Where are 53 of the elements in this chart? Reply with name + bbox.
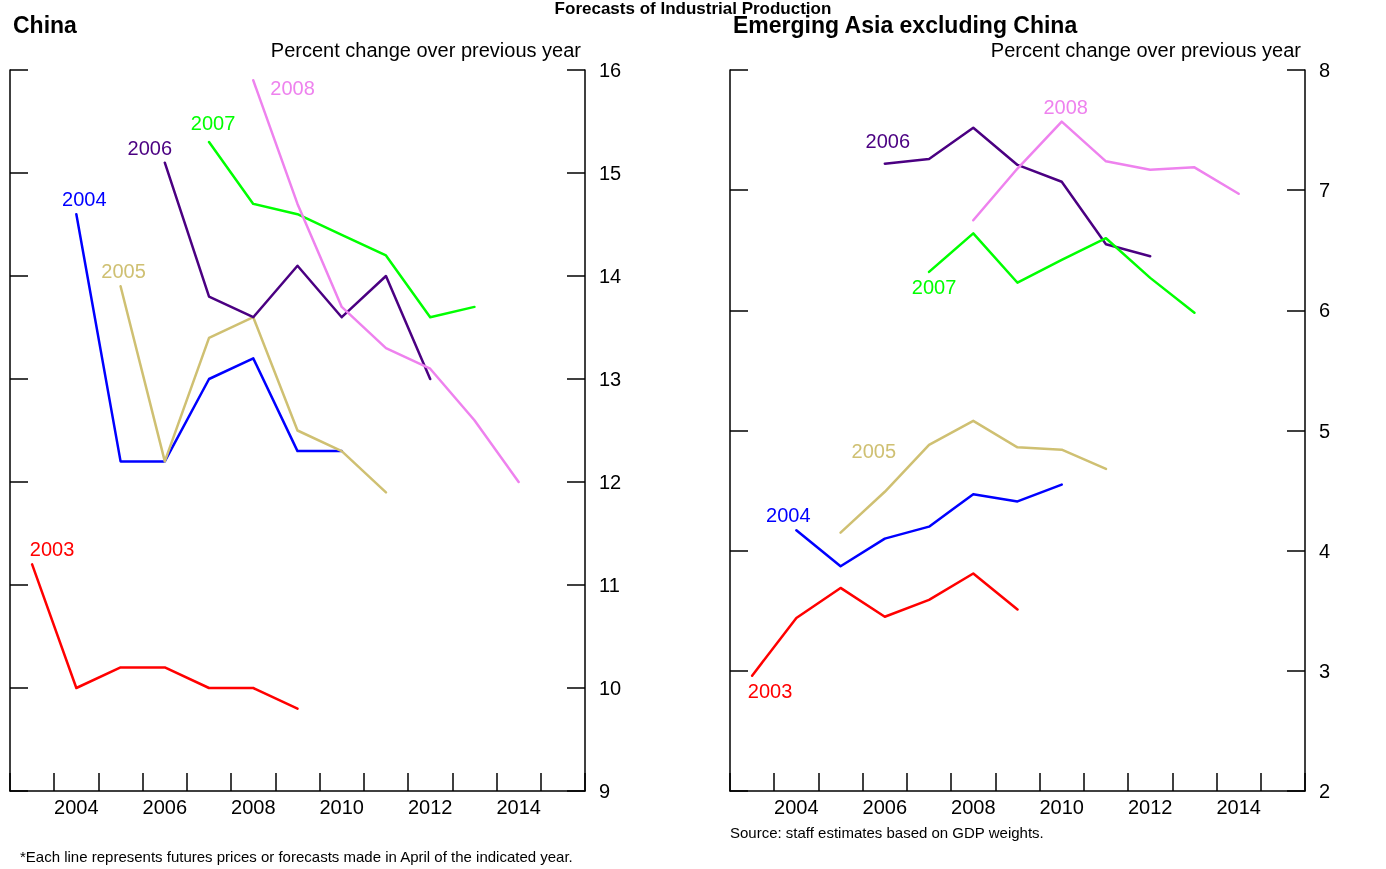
x-tick-label: 2004 [54,796,99,818]
series-label: 2007 [190,112,236,135]
y-tick-label: 8 [1319,59,1331,81]
y-tick-label: 4 [1319,539,1331,562]
series-label: 2006 [127,136,173,159]
line-series [119,285,388,494]
x-tick-label: 2006 [862,796,908,818]
series-label: 2006 [865,129,911,152]
y-tick-label: 11 [599,574,620,596]
line-series [163,161,432,381]
series-label: 2008 [270,77,315,100]
series-label: 2005 [851,439,897,462]
line-series [207,140,476,319]
source-note: Source: staff estimates based on GDP weights. [730,824,1044,841]
x-tick-label: 2014 [496,796,541,818]
y-tick-label: 2 [1319,780,1331,802]
line-series [750,572,1019,677]
y-tick-label: 13 [599,368,622,390]
x-tick-label: 2010 [319,796,364,818]
chart-title: China [13,11,78,38]
x-tick-label: 2004 [774,796,819,818]
line-series [839,419,1108,534]
y-axis-title: Percent change over previous year [270,39,582,61]
series-label: 2008 [1043,95,1088,118]
x-tick-label: 2010 [1039,796,1084,818]
y-tick-label: 16 [599,59,622,81]
x-tick-label: 2012 [407,796,453,818]
y-tick-label: 12 [599,471,622,493]
y-tick-label: 9 [599,780,611,802]
line-series [30,563,299,710]
y-tick-label: 14 [599,265,622,287]
line-series [972,120,1240,222]
line-series [252,79,520,484]
series-label: 2004 [766,504,811,527]
x-tick-label: 2006 [142,796,188,818]
series-label: 2005 [101,260,146,283]
y-tick-label: 3 [1319,659,1331,682]
text: *Each line represents futures prices or forecasts made in April of the indicated year. [20,848,573,865]
x-tick-label: 2014 [1216,796,1261,818]
y-tick-label: 7 [1319,179,1331,202]
line-series [75,212,343,463]
series-label: 2003 [747,679,793,702]
x-tick-label: 2008 [231,796,276,818]
y-tick-label: 10 [599,677,622,699]
x-tick-label: 2012 [1127,796,1173,818]
series-label: 2003 [29,538,75,561]
y-tick-label: 5 [1319,419,1331,442]
y-axis-title: Percent change over previous year [990,39,1302,61]
y-tick-label: 15 [599,162,622,184]
x-tick-label: 2008 [951,796,996,818]
series-label: 2004 [62,188,107,211]
series-label: 2007 [911,275,957,298]
y-tick-label: 6 [1319,299,1331,322]
